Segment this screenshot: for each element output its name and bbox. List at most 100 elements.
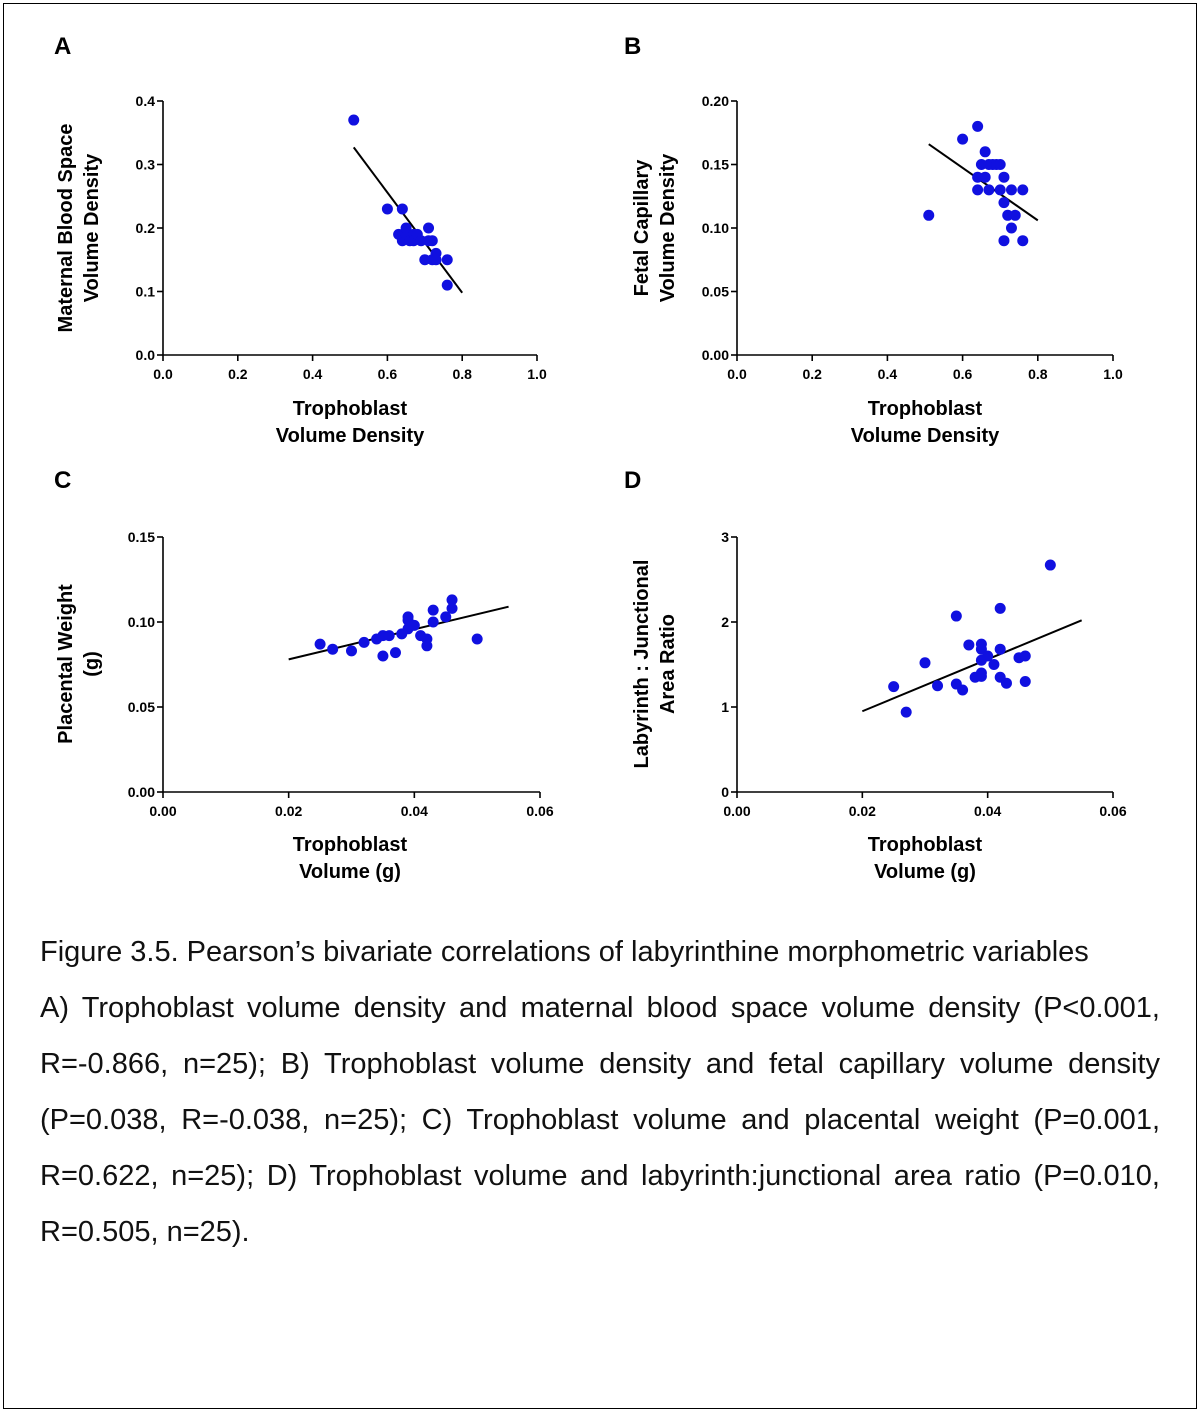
panel-a-data-point (381, 203, 393, 215)
panel-a-data-point (441, 254, 453, 266)
panel-c-data-point (389, 647, 401, 659)
panel-d-x-tick-label: 0.02 (849, 803, 876, 819)
panel-b-y-axis-title: Volume Density (657, 153, 679, 302)
panel-c-data-point (383, 630, 395, 642)
panel-c-y-tick-label: 0.10 (128, 614, 155, 630)
panel-a-data-point (400, 222, 412, 234)
panel-a-data-point (430, 254, 442, 266)
panel-a-x-axis-title: Trophoblast (293, 398, 408, 420)
panel-c-data-point (314, 638, 326, 650)
panel-c-y-tick-label: 0.05 (128, 699, 155, 715)
panel-d-letter: D (624, 467, 641, 494)
panel-a-data-point (441, 279, 453, 291)
panel-c-x-tick-label: 0.00 (149, 803, 176, 819)
panel-b-x-tick-label: 0.0 (727, 366, 747, 382)
panel-c-data-point (402, 611, 414, 623)
panel-b-data-point (972, 184, 984, 196)
panel-a-x-axis-title: Volume Density (276, 425, 425, 447)
panel-b-data-point (1005, 222, 1017, 234)
panel-b-x-tick-label: 0.2 (802, 366, 822, 382)
panel-d-data-point (1019, 676, 1031, 687)
figure-panels: A 0.0 0.2 0.4 0.6 0.8 1.0 0.0 0.1 0.2 0.3 0.4 Tropho… (54, 33, 1127, 883)
panel-c-data-point (377, 650, 389, 662)
panel-a-y-tick-label: 0.4 (136, 93, 156, 109)
panel-a: A 0.0 0.2 0.4 0.6 0.8 1.0 0.0 0.1 0.2 0.3 0.4 Tropho… (54, 33, 547, 447)
panel-c-data-point (446, 602, 458, 614)
panel-a-y-tick-label: 0.3 (136, 157, 156, 173)
panel-d-y-tick-label: 3 (721, 529, 729, 545)
panel-d-data-point (1000, 677, 1012, 689)
caption-body: A) Trophoblast volume density and matern… (40, 992, 1160, 1248)
panel-b-x-axis-title: Volume Density (851, 425, 1000, 447)
panel-d-data-point (888, 681, 900, 693)
panel-a-data-point (426, 235, 438, 247)
panel-a-y-tick-label: 0.0 (136, 347, 156, 363)
panel-d: D 0.00 0.02 0.04 0.06 0 1 2 3 Trophoblast Volume (… (624, 467, 1127, 883)
panel-d-data-point (950, 610, 962, 622)
panel-d-x-axis-title: Trophoblast (868, 834, 983, 856)
panel-a-y-tick-label: 0.1 (136, 284, 156, 300)
panel-a-x-tick-label: 0.2 (228, 366, 248, 382)
panel-b-data-point (972, 120, 984, 132)
panel-c-x-axis-title: Volume (g) (299, 861, 401, 883)
panel-d-data-point (994, 602, 1006, 614)
panel-c-data-point (427, 616, 439, 628)
panel-c-data-point (446, 594, 458, 606)
panel-d-data-point (988, 659, 1000, 670)
panel-c-x-axis-title: Trophoblast (293, 834, 408, 856)
panel-b-x-axis-title: Trophoblast (868, 398, 983, 420)
panel-a-y-axis-title: Volume Density (81, 153, 103, 302)
panel-d-data-point (919, 657, 931, 669)
panel-b-data-point (1005, 184, 1017, 196)
panel-d-x-tick-label: 0.04 (974, 803, 1001, 819)
panel-d-data-point (900, 706, 912, 718)
panel-a-data-point (423, 222, 435, 234)
panel-b: B 0.0 0.2 0.4 0.6 0.8 1.0 0.00 0.05 0.10 0.15 0.20 T… (624, 33, 1123, 447)
panel-d-data-point (975, 670, 987, 682)
panel-c-y-tick-label: 0.00 (128, 784, 155, 800)
panel-d-data-point (1019, 650, 1031, 662)
panel-b-y-tick-label: 0.05 (702, 284, 729, 300)
panel-b-data-point (1002, 209, 1014, 221)
panel-a-x-tick-label: 0.0 (153, 366, 173, 382)
panel-b-letter: B (624, 33, 641, 60)
panel-d-data-point (963, 639, 975, 651)
panel-d-data-point (1044, 559, 1056, 571)
panel-c-data-point (427, 604, 439, 616)
panel-a-data-point (348, 114, 360, 126)
panel-d-data-point (982, 650, 994, 662)
panel-b-data-point (979, 146, 991, 158)
panel-a-data-point (396, 203, 408, 215)
panel-d-y-axis-title: Labyrinth : Junctional (631, 560, 653, 769)
panel-d-x-tick-label: 0.06 (1099, 803, 1126, 819)
panel-b-x-tick-label: 0.4 (878, 366, 898, 382)
panel-d-data-point (932, 680, 944, 692)
panel-c-data-point (421, 640, 433, 652)
panel-b-data-point (998, 235, 1010, 247)
panel-c-y-axis-title: Placental Weight (55, 584, 77, 744)
panel-b-data-point (1017, 184, 1029, 196)
panel-c-data-point (358, 636, 370, 648)
panel-c-x-tick-label: 0.06 (526, 803, 553, 819)
panel-c-data-point (327, 643, 339, 655)
panel-b-data-point (994, 184, 1006, 196)
panel-b-x-tick-label: 0.6 (953, 366, 973, 382)
panel-a-y-tick-label: 0.2 (136, 220, 156, 236)
panel-d-data-point (957, 684, 969, 696)
panel-b-y-tick-label: 0.20 (702, 93, 729, 109)
panel-a-y-axis-title: Maternal Blood Space (55, 124, 77, 333)
panel-c-data-point (440, 611, 452, 623)
panel-b-data-point (1017, 235, 1029, 247)
panel-b-y-tick-label: 0.15 (702, 157, 729, 173)
panel-b-data-point (983, 184, 995, 196)
panel-c-letter: C (54, 467, 71, 494)
caption-title: Figure 3.5. Pearson’s bivariate correlat… (40, 936, 1089, 968)
panel-b-y-axis-title: Fetal Capillary (631, 159, 653, 297)
panel-b-data-point (972, 171, 984, 183)
panel-d-data-point (994, 643, 1006, 655)
panel-c-y-tick-label: 0.15 (128, 529, 155, 545)
panel-a-x-tick-label: 0.8 (452, 366, 472, 382)
panel-b-data-point (923, 209, 935, 221)
panel-b-data-point (979, 171, 991, 183)
panel-b-data-point (975, 159, 987, 170)
